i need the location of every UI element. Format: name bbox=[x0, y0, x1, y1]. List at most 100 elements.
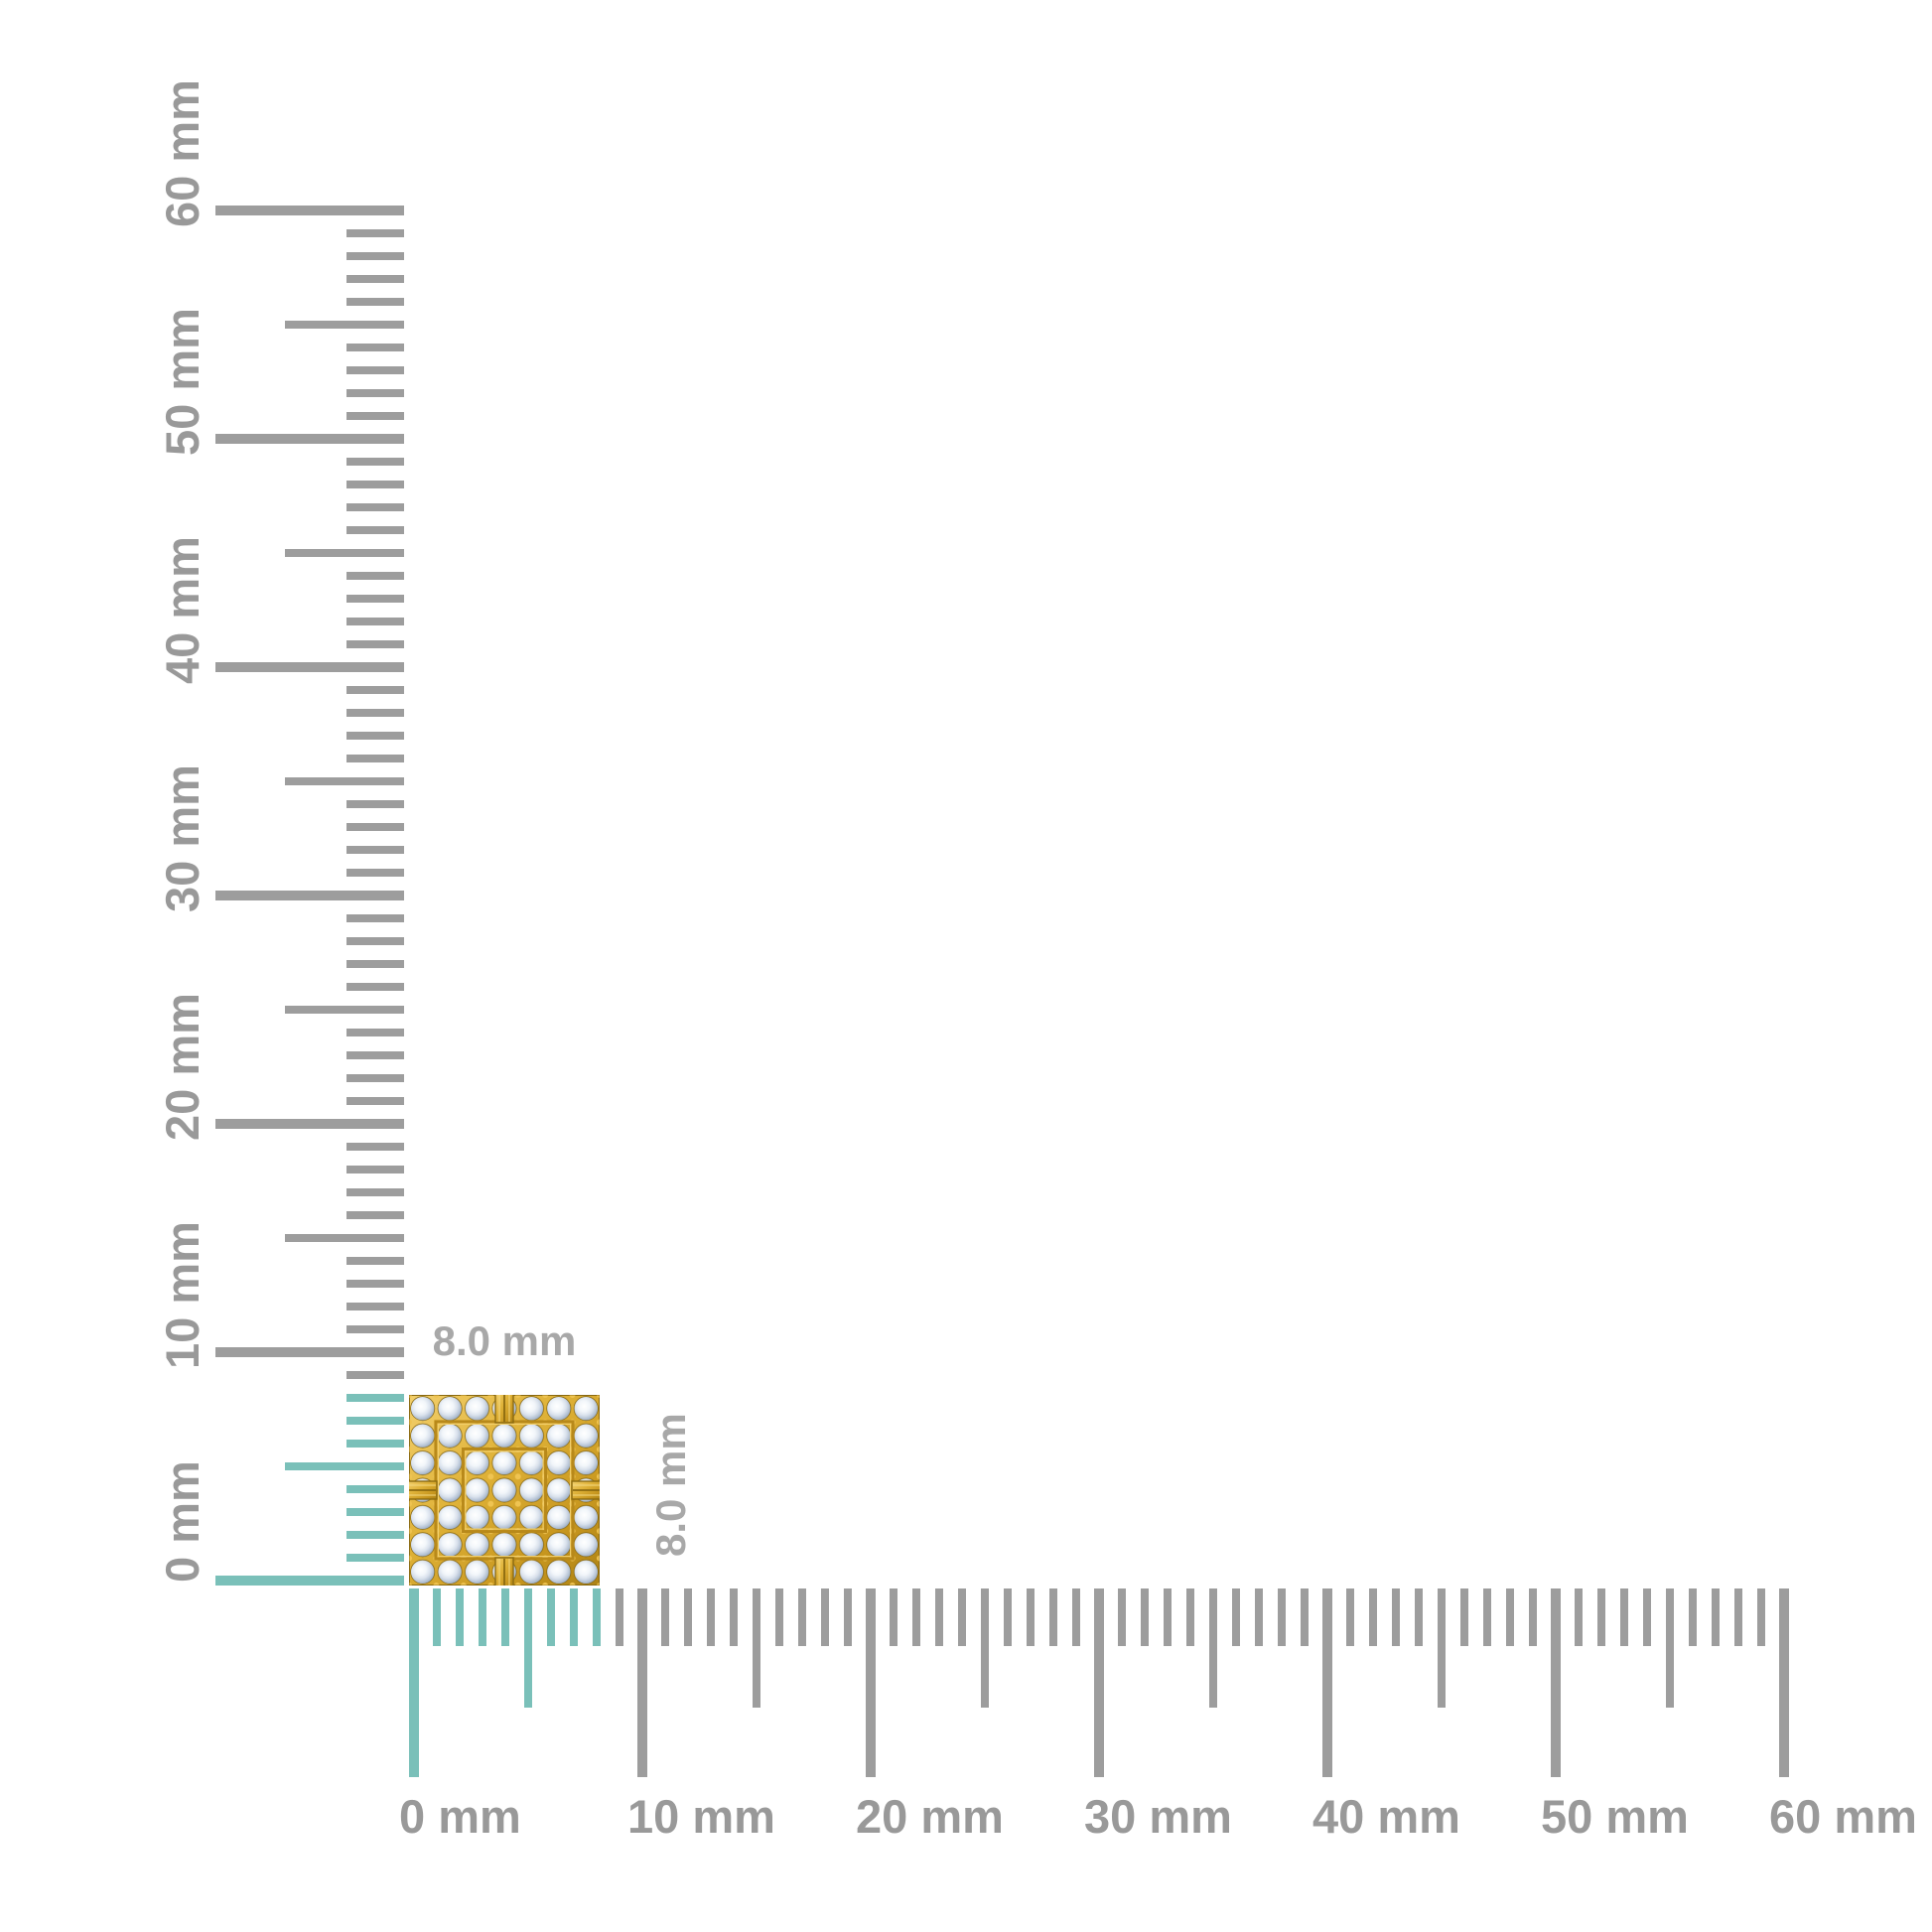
horizontal-ruler-tick bbox=[1164, 1588, 1172, 1646]
vertical-ruler-tick bbox=[346, 458, 404, 466]
vertical-ruler-tick bbox=[346, 960, 404, 968]
vertical-ruler-tick bbox=[346, 275, 404, 283]
vertical-ruler-tick bbox=[346, 595, 404, 603]
horizontal-ruler-tick bbox=[637, 1588, 647, 1777]
vertical-ruler-tick bbox=[346, 1394, 404, 1402]
horizontal-ruler-tick bbox=[616, 1588, 623, 1646]
horizontal-ruler-label: 0 mm bbox=[399, 1790, 521, 1843]
horizontal-ruler-tick bbox=[501, 1588, 509, 1646]
vertical-ruler-tick bbox=[285, 321, 404, 329]
horizontal-ruler-label: 20 mm bbox=[856, 1790, 1004, 1843]
horizontal-ruler-tick bbox=[753, 1588, 760, 1708]
horizontal-ruler-tick bbox=[844, 1588, 852, 1646]
vertical-ruler-tick bbox=[346, 1029, 404, 1036]
horizontal-ruler-label: 10 mm bbox=[627, 1790, 775, 1843]
horizontal-ruler-tick bbox=[1575, 1588, 1583, 1646]
vertical-ruler-tick bbox=[346, 914, 404, 922]
vertical-ruler-tick bbox=[346, 298, 404, 306]
horizontal-ruler-label: 60 mm bbox=[1769, 1790, 1917, 1843]
horizontal-ruler-tick bbox=[661, 1588, 669, 1646]
vertical-ruler-tick bbox=[346, 1485, 404, 1493]
horizontal-ruler-tick bbox=[1506, 1588, 1514, 1646]
horizontal-ruler-tick bbox=[1049, 1588, 1057, 1646]
vertical-ruler-tick bbox=[215, 1347, 404, 1357]
horizontal-ruler-tick bbox=[1141, 1588, 1149, 1646]
vertical-ruler-tick bbox=[346, 1166, 404, 1173]
vertical-ruler-tick bbox=[215, 1576, 404, 1586]
vertical-ruler-tick bbox=[346, 1554, 404, 1562]
vertical-ruler-label: 30 mm bbox=[156, 764, 208, 912]
vertical-ruler-tick bbox=[346, 1325, 404, 1333]
horizontal-ruler-tick bbox=[707, 1588, 715, 1646]
horizontal-ruler-tick bbox=[1232, 1588, 1240, 1646]
horizontal-ruler-tick bbox=[1689, 1588, 1697, 1646]
horizontal-ruler-tick bbox=[1186, 1588, 1194, 1646]
horizontal-ruler-tick bbox=[1620, 1588, 1628, 1646]
horizontal-ruler-tick bbox=[1551, 1588, 1561, 1777]
horizontal-ruler-tick bbox=[1301, 1588, 1309, 1646]
vertical-ruler-tick bbox=[215, 891, 404, 900]
horizontal-ruler-tick bbox=[433, 1588, 441, 1646]
vertical-ruler-tick bbox=[346, 412, 404, 420]
vertical-ruler-tick bbox=[215, 1119, 404, 1129]
vertical-ruler-tick bbox=[346, 572, 404, 580]
vertical-ruler-tick bbox=[346, 709, 404, 717]
horizontal-ruler-label: 50 mm bbox=[1541, 1790, 1689, 1843]
horizontal-ruler-tick bbox=[798, 1588, 806, 1646]
vertical-ruler-tick bbox=[346, 1211, 404, 1219]
horizontal-ruler-tick bbox=[1255, 1588, 1263, 1646]
horizontal-ruler-tick bbox=[866, 1588, 876, 1777]
horizontal-ruler-tick bbox=[409, 1588, 419, 1777]
vertical-ruler-tick bbox=[346, 1280, 404, 1288]
vertical-ruler-tick bbox=[346, 1188, 404, 1196]
horizontal-ruler-tick bbox=[1209, 1588, 1217, 1708]
vertical-ruler-tick bbox=[346, 1440, 404, 1448]
horizontal-ruler-tick bbox=[1734, 1588, 1742, 1646]
vertical-ruler-tick bbox=[346, 686, 404, 694]
vertical-ruler-tick bbox=[346, 755, 404, 762]
item-width-label: 8.0 mm bbox=[432, 1317, 577, 1364]
horizontal-ruler-tick bbox=[775, 1588, 783, 1646]
vertical-ruler-tick bbox=[346, 1531, 404, 1539]
vertical-ruler-tick bbox=[346, 1417, 404, 1425]
vertical-ruler-tick bbox=[215, 206, 404, 215]
horizontal-ruler-tick bbox=[524, 1588, 532, 1708]
vertical-ruler-tick bbox=[346, 618, 404, 625]
vertical-ruler-tick bbox=[346, 503, 404, 511]
horizontal-ruler-tick bbox=[890, 1588, 897, 1646]
horizontal-ruler-tick bbox=[479, 1588, 486, 1646]
vertical-ruler-tick bbox=[215, 434, 404, 444]
horizontal-ruler-tick bbox=[1278, 1588, 1286, 1646]
horizontal-ruler-tick bbox=[1483, 1588, 1491, 1646]
vertical-ruler-tick bbox=[346, 344, 404, 351]
horizontal-ruler-tick bbox=[821, 1588, 829, 1646]
horizontal-ruler-tick bbox=[981, 1588, 989, 1708]
vertical-ruler-tick bbox=[346, 1097, 404, 1105]
vertical-ruler-tick bbox=[215, 662, 404, 672]
vertical-ruler-tick bbox=[346, 1257, 404, 1265]
horizontal-ruler-tick bbox=[1757, 1588, 1765, 1646]
vertical-ruler-tick bbox=[346, 229, 404, 237]
horizontal-ruler-tick bbox=[1779, 1588, 1789, 1777]
horizontal-ruler-tick bbox=[1415, 1588, 1423, 1646]
horizontal-ruler-label: 40 mm bbox=[1312, 1790, 1460, 1843]
vertical-ruler-tick bbox=[346, 526, 404, 534]
horizontal-ruler-tick bbox=[1369, 1588, 1377, 1646]
horizontal-ruler-tick bbox=[1118, 1588, 1126, 1646]
vertical-ruler-tick bbox=[346, 937, 404, 945]
horizontal-ruler-tick bbox=[570, 1588, 578, 1646]
horizontal-ruler-tick bbox=[1460, 1588, 1468, 1646]
vertical-ruler-tick bbox=[346, 481, 404, 488]
horizontal-ruler-tick bbox=[547, 1588, 555, 1646]
horizontal-ruler-tick bbox=[958, 1588, 966, 1646]
horizontal-ruler-label: 30 mm bbox=[1084, 1790, 1232, 1843]
vertical-ruler-label: 0 mm bbox=[156, 1460, 208, 1583]
vertical-ruler-label: 50 mm bbox=[156, 308, 208, 456]
vertical-ruler-tick bbox=[346, 1074, 404, 1082]
vertical-ruler-tick bbox=[346, 732, 404, 740]
horizontal-ruler-tick bbox=[593, 1588, 601, 1646]
horizontal-ruler-tick bbox=[935, 1588, 943, 1646]
vertical-ruler-tick bbox=[285, 549, 404, 557]
vertical-ruler-tick bbox=[346, 389, 404, 397]
